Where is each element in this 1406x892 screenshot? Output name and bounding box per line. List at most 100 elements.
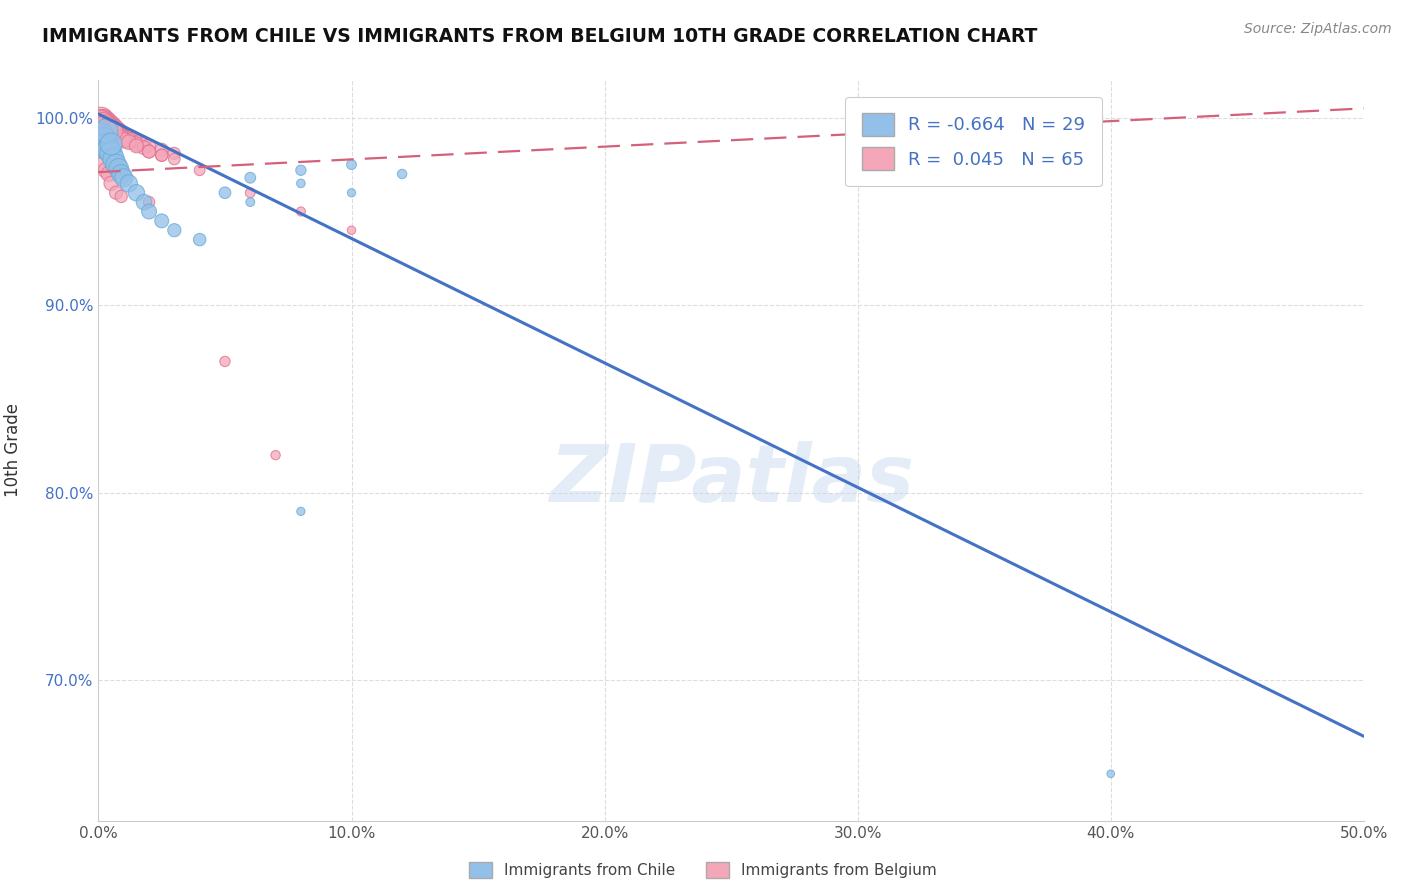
Text: IMMIGRANTS FROM CHILE VS IMMIGRANTS FROM BELGIUM 10TH GRADE CORRELATION CHART: IMMIGRANTS FROM CHILE VS IMMIGRANTS FROM… — [42, 27, 1038, 45]
Point — [112, 131, 135, 145]
Point — [214, 186, 236, 200]
Point — [110, 128, 132, 142]
Point — [97, 143, 120, 157]
Point — [90, 129, 112, 144]
Point — [125, 136, 148, 151]
Point — [103, 124, 125, 138]
Point — [138, 204, 160, 219]
Point — [103, 152, 125, 166]
Legend: Immigrants from Chile, Immigrants from Belgium: Immigrants from Chile, Immigrants from B… — [463, 856, 943, 884]
Point — [93, 116, 115, 130]
Point — [105, 158, 128, 172]
Point — [110, 131, 132, 145]
Point — [100, 122, 122, 136]
Point — [340, 158, 363, 172]
Point — [150, 214, 173, 228]
Point — [97, 122, 120, 136]
Point — [132, 136, 155, 151]
Point — [138, 139, 160, 153]
Point — [118, 177, 141, 191]
Point — [163, 223, 186, 237]
Point — [90, 116, 112, 130]
Point — [264, 448, 287, 462]
Point — [132, 195, 155, 210]
Point — [110, 167, 132, 181]
Point — [103, 124, 125, 138]
Point — [125, 139, 148, 153]
Point — [138, 195, 160, 210]
Point — [163, 152, 186, 166]
Point — [110, 189, 132, 203]
Point — [93, 158, 115, 172]
Point — [97, 167, 120, 181]
Point — [125, 186, 148, 200]
Point — [290, 177, 312, 191]
Point — [110, 129, 132, 144]
Point — [112, 133, 135, 147]
Point — [340, 223, 363, 237]
Point — [122, 133, 145, 147]
Point — [100, 136, 122, 151]
Legend: R = -0.664   N = 29, R =  0.045   N = 65: R = -0.664 N = 29, R = 0.045 N = 65 — [845, 96, 1102, 186]
Point — [90, 114, 112, 128]
Point — [340, 186, 363, 200]
Point — [94, 118, 117, 132]
Point — [93, 116, 115, 130]
Point — [290, 163, 312, 178]
Point — [105, 126, 128, 140]
Point — [112, 129, 135, 144]
Point — [100, 120, 122, 135]
Point — [93, 133, 115, 147]
Point — [239, 170, 262, 185]
Point — [391, 167, 413, 181]
Point — [97, 120, 120, 135]
Point — [94, 124, 117, 138]
Point — [150, 148, 173, 162]
Point — [112, 170, 135, 185]
Point — [105, 124, 128, 138]
Point — [97, 118, 120, 132]
Point — [105, 186, 128, 200]
Point — [290, 204, 312, 219]
Point — [94, 163, 117, 178]
Point — [107, 128, 129, 142]
Point — [90, 112, 112, 127]
Point — [132, 141, 155, 155]
Point — [107, 126, 129, 140]
Point — [105, 128, 128, 142]
Point — [188, 233, 211, 247]
Point — [97, 120, 120, 135]
Point — [94, 139, 117, 153]
Point — [150, 148, 173, 162]
Text: Source: ZipAtlas.com: Source: ZipAtlas.com — [1244, 22, 1392, 37]
Point — [90, 114, 112, 128]
Point — [103, 122, 125, 136]
Point — [138, 145, 160, 159]
Point — [118, 135, 141, 149]
Point — [100, 177, 122, 191]
Point — [94, 116, 117, 130]
Point — [290, 504, 312, 518]
Point — [214, 354, 236, 368]
Point — [1099, 766, 1122, 780]
Point — [93, 118, 115, 132]
Point — [107, 161, 129, 176]
Point — [239, 186, 262, 200]
Point — [188, 163, 211, 178]
Point — [138, 145, 160, 159]
Point — [118, 131, 141, 145]
Point — [100, 146, 122, 161]
Point — [163, 146, 186, 161]
Point — [103, 126, 125, 140]
Point — [100, 124, 122, 138]
Point — [239, 195, 262, 210]
Point — [100, 122, 122, 136]
Y-axis label: 10th Grade: 10th Grade — [4, 403, 21, 498]
Point — [94, 120, 117, 135]
Point — [128, 135, 150, 149]
Point — [150, 143, 173, 157]
Point — [118, 133, 141, 147]
Point — [94, 118, 117, 132]
Point — [93, 114, 115, 128]
Text: ZIPatlas: ZIPatlas — [548, 441, 914, 519]
